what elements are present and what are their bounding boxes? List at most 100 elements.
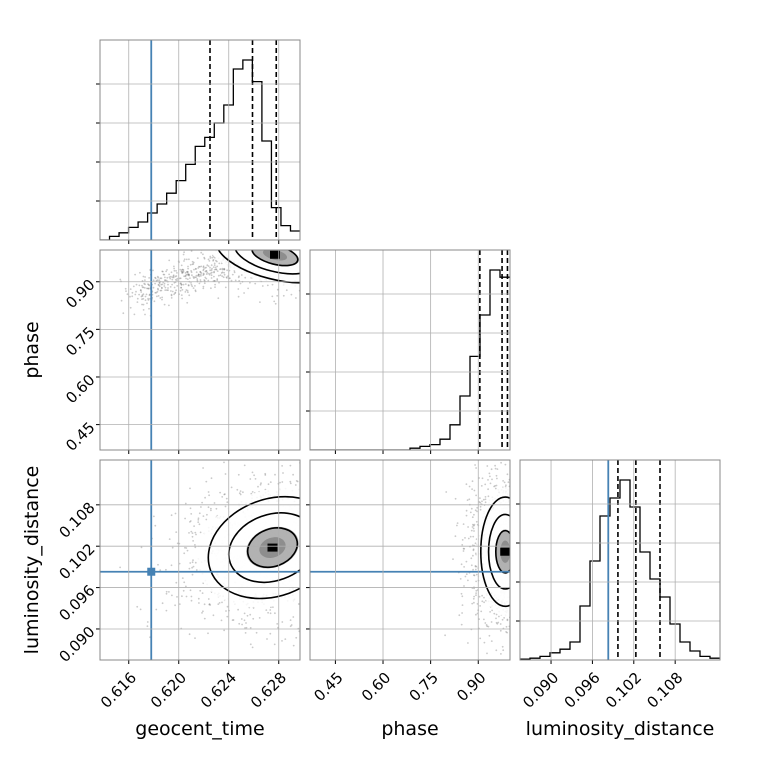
- sample-point: [201, 501, 204, 504]
- sample-point: [518, 520, 520, 522]
- sample-point: [281, 640, 283, 642]
- sample-point: [435, 532, 437, 534]
- sample-point: [197, 517, 200, 520]
- sample-point: [332, 466, 334, 468]
- sample-point: [264, 474, 267, 476]
- sample-point: [515, 609, 517, 611]
- sample-point: [259, 483, 262, 486]
- sample-point: [506, 631, 508, 634]
- sample-point: [164, 279, 167, 282]
- sample-point: [259, 301, 261, 303]
- sample-point: [348, 272, 350, 274]
- sample-point: [527, 577, 529, 579]
- sample-point: [460, 623, 463, 626]
- sample-point: [220, 268, 222, 270]
- sample-point: [198, 265, 200, 268]
- sample-point: [156, 279, 159, 281]
- sample-point: [168, 591, 170, 593]
- sample-point: [190, 271, 193, 274]
- sample-point: [554, 510, 556, 512]
- sample-point: [529, 552, 531, 554]
- sample-point: [170, 271, 173, 274]
- sample-point: [119, 278, 122, 281]
- sample-point: [535, 544, 537, 546]
- plot-area: [100, 460, 437, 660]
- sample-point: [523, 556, 525, 558]
- contour-line: [251, 250, 299, 267]
- sample-point: [219, 268, 221, 271]
- sample-point: [496, 622, 499, 625]
- sample-point: [310, 538, 312, 540]
- sample-point: [157, 295, 160, 297]
- sample-point: [236, 213, 238, 215]
- sample-point: [367, 538, 369, 540]
- x-tick-label: 0.108: [643, 669, 686, 712]
- sample-point: [202, 231, 204, 233]
- sample-point: [527, 590, 529, 592]
- sample-point: [205, 270, 208, 272]
- sample-point: [325, 251, 327, 253]
- sample-point: [302, 272, 304, 274]
- sample-point: [326, 552, 328, 554]
- sample-point: [199, 531, 202, 534]
- sample-point: [360, 544, 362, 546]
- sample-point: [250, 243, 252, 245]
- sample-point: [529, 550, 531, 552]
- sample-point: [322, 260, 324, 262]
- panel-frame: [99, 39, 301, 241]
- sample-point: [181, 577, 184, 579]
- sample-point: [468, 498, 471, 501]
- sample-point: [285, 289, 288, 292]
- sample-point: [319, 581, 321, 583]
- sample-point: [475, 520, 478, 523]
- x-tick-label: 0.75: [406, 669, 442, 705]
- sample-point: [529, 583, 531, 585]
- sample-point: [295, 480, 298, 482]
- sample-point: [522, 507, 524, 509]
- sample-point: [473, 530, 475, 532]
- sample-point: [200, 245, 202, 247]
- sample-point: [234, 247, 236, 249]
- sample-point: [196, 257, 199, 259]
- sample-point: [466, 499, 469, 501]
- sample-point: [531, 535, 533, 537]
- sample-point: [465, 509, 468, 512]
- x-tick-label: 0.096: [561, 669, 604, 712]
- sample-point: [202, 467, 205, 469]
- sample-point: [321, 277, 323, 279]
- sample-point: [211, 235, 213, 237]
- sample-point: [225, 218, 227, 220]
- sample-point: [474, 542, 477, 545]
- sample-point: [329, 262, 331, 264]
- sample-point: [332, 547, 334, 549]
- sample-point: [164, 279, 166, 282]
- sample-point: [522, 512, 524, 514]
- sample-point: [174, 604, 177, 607]
- plot-area: [310, 250, 510, 450]
- sample-point: [144, 313, 146, 316]
- sample-point: [326, 517, 328, 519]
- sample-point: [321, 240, 323, 242]
- sample-point: [544, 559, 546, 561]
- sample-point: [355, 259, 357, 261]
- sample-point: [514, 565, 516, 567]
- sample-point: [322, 243, 324, 245]
- sample-point: [186, 270, 189, 273]
- sample-point: [369, 525, 371, 527]
- sample-point: [353, 522, 355, 524]
- sample-point: [236, 488, 239, 491]
- sample-point: [247, 287, 250, 290]
- sample-point: [525, 551, 527, 553]
- sample-point: [254, 247, 256, 249]
- sample-point: [526, 586, 528, 588]
- sample-point: [514, 570, 516, 572]
- sample-point: [511, 536, 513, 538]
- sample-point: [210, 287, 212, 290]
- sample-point: [327, 248, 329, 250]
- sample-point: [235, 241, 237, 243]
- sample-point: [139, 608, 142, 611]
- sample-point: [182, 253, 185, 256]
- sample-point: [529, 547, 531, 549]
- sample-point: [523, 537, 525, 539]
- sample-point: [322, 526, 324, 528]
